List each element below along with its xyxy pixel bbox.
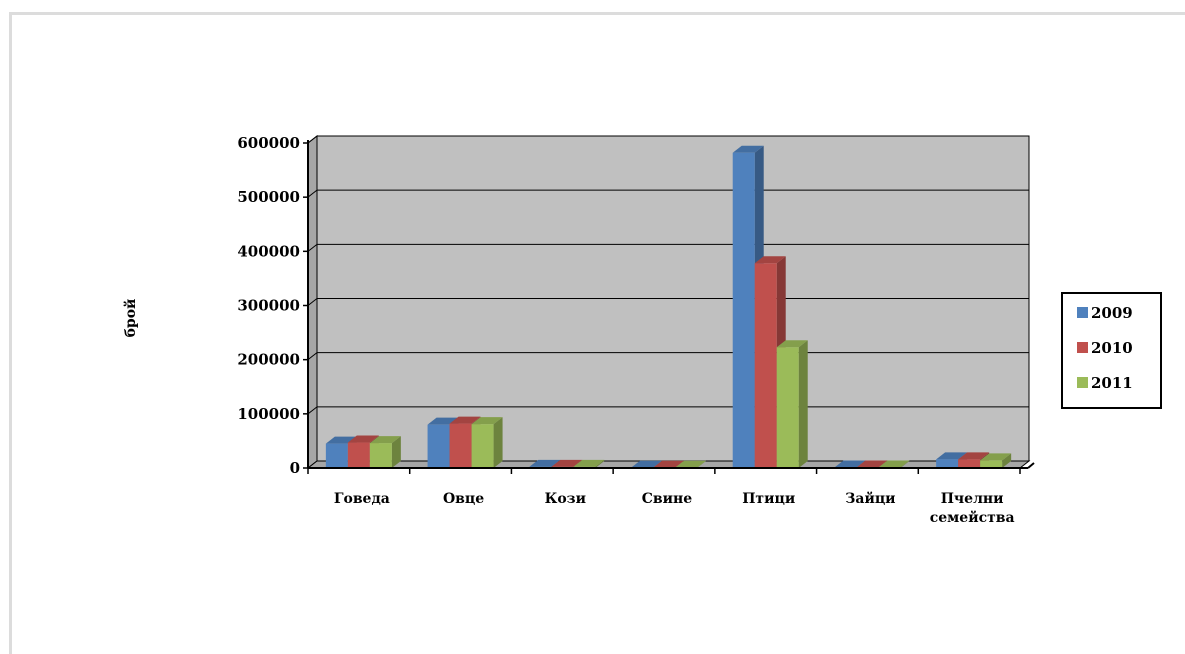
bar-front bbox=[449, 423, 472, 468]
x-tick-label: Пчелни семейства bbox=[930, 491, 1015, 526]
bar-top bbox=[471, 417, 503, 425]
y-axis-label: брой bbox=[122, 299, 139, 338]
x-axis-end bbox=[1027, 462, 1035, 469]
bars-group bbox=[325, 145, 1012, 469]
bar-side bbox=[1002, 453, 1012, 468]
bar-top bbox=[675, 460, 706, 468]
bar-front bbox=[776, 347, 799, 468]
legend-swatch bbox=[1077, 377, 1088, 388]
bar-top bbox=[936, 452, 968, 460]
bar-side bbox=[697, 460, 706, 468]
bar-2011-7 bbox=[980, 453, 1012, 468]
legend-swatch bbox=[1077, 342, 1088, 353]
legend-label: 2010 bbox=[1091, 339, 1133, 357]
bar-top bbox=[529, 459, 561, 467]
y-tick-label: 200000 bbox=[237, 351, 300, 369]
x-tick-label: Кози bbox=[545, 491, 586, 507]
bar-top bbox=[449, 416, 481, 424]
bar-front bbox=[732, 152, 755, 468]
y-tick-label: 500000 bbox=[237, 188, 300, 206]
bar-front bbox=[347, 442, 370, 468]
gridline-side bbox=[307, 298, 318, 306]
legend-label: 2009 bbox=[1091, 304, 1133, 322]
bar-side bbox=[900, 460, 910, 468]
plot-area bbox=[306, 134, 1031, 470]
x-tick-label: Птици bbox=[742, 491, 795, 507]
gridline-side bbox=[307, 352, 318, 361]
bar-top bbox=[369, 436, 401, 444]
bar-front bbox=[325, 443, 348, 468]
bar-2011-1 bbox=[369, 436, 401, 468]
bar-front bbox=[936, 459, 959, 468]
bar-front bbox=[471, 424, 494, 468]
bar-top bbox=[776, 340, 808, 348]
axes-group: 0 100000 200000 300000 400000 500000 600000 Гов… bbox=[237, 134, 1035, 526]
bar-side bbox=[391, 436, 401, 468]
bar-top bbox=[878, 460, 910, 468]
bar-side bbox=[798, 340, 808, 468]
bar-top bbox=[856, 460, 888, 468]
bar-top bbox=[754, 256, 786, 264]
bar-side bbox=[493, 417, 503, 468]
bar-top bbox=[653, 460, 684, 468]
bar-top bbox=[551, 459, 583, 467]
gridline-side bbox=[307, 243, 318, 252]
gridline-side bbox=[307, 406, 318, 415]
x-tick-label: Свине bbox=[642, 491, 693, 507]
x-tick-label: Зайци bbox=[845, 490, 895, 507]
y-tick-label: 100000 bbox=[237, 405, 300, 423]
legend: 2009 2010 2011 bbox=[1061, 292, 1162, 409]
legend-label: 2011 bbox=[1091, 374, 1133, 392]
y-tick-label: 400000 bbox=[237, 242, 300, 260]
legend-swatch bbox=[1077, 307, 1088, 318]
y-tick-label: 0 bbox=[290, 459, 300, 477]
y-tick-label: 300000 bbox=[237, 297, 300, 315]
bar-top bbox=[732, 145, 764, 153]
bar-front bbox=[369, 443, 392, 468]
bar-top bbox=[347, 435, 379, 443]
bar-top bbox=[958, 452, 990, 460]
bar-top bbox=[573, 459, 605, 467]
bar-2011-2 bbox=[471, 417, 503, 468]
bar-front bbox=[958, 459, 981, 468]
bar-top bbox=[980, 453, 1012, 461]
gridline-side bbox=[307, 189, 318, 198]
bar-front bbox=[427, 424, 450, 468]
x-tick-label: Говеда bbox=[334, 491, 390, 507]
bar-side bbox=[595, 459, 605, 468]
x-tick-label: Овце bbox=[443, 491, 484, 507]
bar-top bbox=[631, 460, 662, 468]
gridline-side bbox=[307, 135, 318, 144]
bar-front bbox=[980, 460, 1003, 468]
y-tick-label: 600000 bbox=[237, 134, 300, 152]
bar-2011-5 bbox=[776, 340, 808, 468]
bar-front bbox=[754, 263, 777, 468]
bar-top bbox=[834, 460, 866, 468]
